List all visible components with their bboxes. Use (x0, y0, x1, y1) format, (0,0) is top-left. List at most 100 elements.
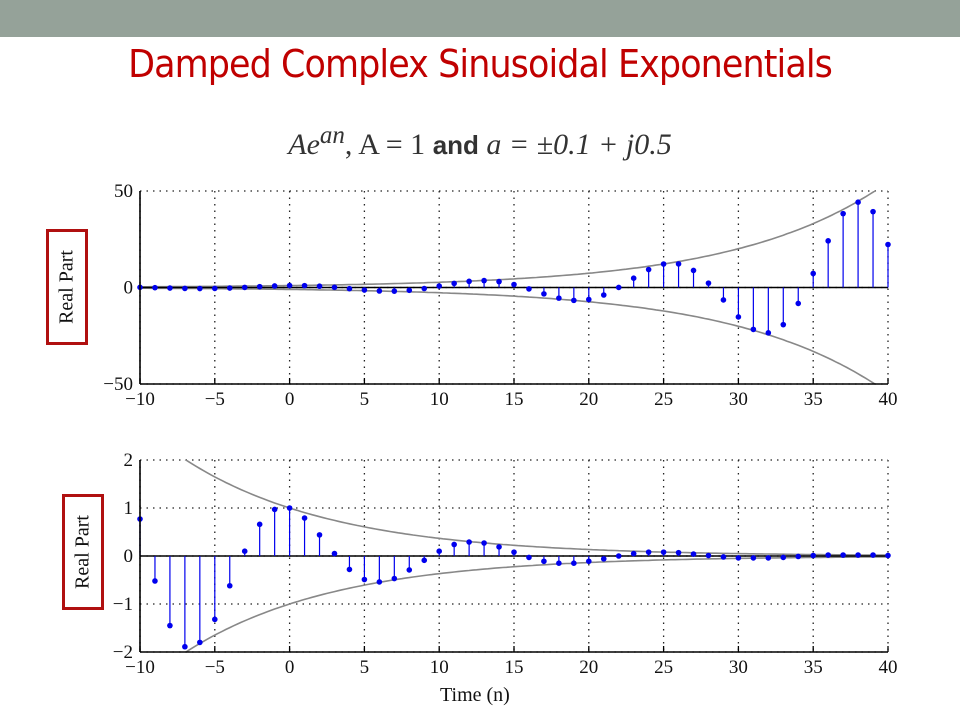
stem-marker (256, 521, 263, 528)
stem-marker (241, 548, 248, 554)
y-tick-label: 0 (124, 546, 134, 567)
stem-marker (256, 283, 263, 290)
stem-marker (705, 552, 712, 559)
stem-marker (675, 549, 682, 556)
stem-marker (780, 554, 787, 561)
stem-marker (511, 549, 517, 555)
lower-envelope (184, 556, 888, 652)
stem-marker (840, 210, 846, 217)
stem-marker (376, 579, 383, 585)
stem-marker (541, 291, 547, 297)
stem-marker (331, 284, 338, 291)
stem-marker (301, 515, 308, 521)
x-tick-label: 10 (430, 389, 449, 410)
stem-marker (750, 326, 757, 333)
x-tick-label: 5 (360, 389, 370, 410)
y-tick-label: −1 (113, 594, 133, 615)
stem-marker (660, 261, 667, 267)
stem-marker (630, 275, 637, 281)
stem-marker (541, 558, 547, 565)
y-tick-label: 2 (124, 450, 134, 471)
x-tick-label: 30 (729, 657, 748, 678)
stem-marker (660, 549, 667, 555)
stem-marker (316, 283, 323, 290)
stem-marker (436, 548, 443, 554)
x-axis-label: Time (n) (440, 684, 510, 706)
stem-marker (496, 544, 502, 550)
top-ylabel-box: Real Part (46, 229, 88, 345)
stem-marker (406, 287, 413, 294)
upper-envelope (184, 460, 888, 556)
stem-marker (286, 282, 293, 289)
stem-marker (885, 552, 891, 559)
stem-marker (556, 560, 562, 566)
stem-marker (870, 208, 876, 215)
y-tick-label: −2 (113, 642, 133, 663)
stem-marker (586, 558, 592, 565)
stem-marker (571, 560, 577, 566)
stem-marker (241, 284, 248, 291)
stem-marker (152, 284, 158, 291)
stem-marker (571, 297, 577, 304)
stem-marker (855, 199, 861, 205)
stem-marker (720, 554, 727, 560)
stem-marker (226, 285, 233, 291)
stem-marker (615, 284, 622, 291)
x-tick-label: 25 (654, 389, 673, 410)
x-tick-label: 20 (579, 657, 598, 678)
stem-marker (870, 552, 876, 558)
stem-marker (226, 582, 233, 589)
stem-marker (511, 281, 517, 288)
stem-marker (600, 292, 607, 298)
formula-part2: , A = 1 (344, 128, 433, 161)
stem-marker (466, 539, 472, 545)
stem-marker (152, 578, 158, 584)
stem-marker (810, 552, 816, 559)
stem-marker (825, 552, 831, 558)
stem-marker (600, 556, 607, 562)
stem-marker (167, 285, 173, 291)
x-tick-label: 40 (879, 657, 898, 678)
x-tick-label: −5 (205, 657, 225, 678)
stem-marker (197, 285, 203, 292)
y-tick-label: −50 (103, 374, 133, 395)
stem-marker (361, 576, 368, 583)
x-tick-label: 35 (804, 657, 823, 678)
stem-marker (630, 550, 637, 557)
stem-marker (271, 506, 278, 513)
stem-marker (197, 639, 203, 646)
formula-and: and (432, 130, 479, 160)
y-tick-label: 0 (124, 278, 134, 299)
stem-marker (690, 267, 697, 274)
stem-marker (765, 330, 772, 336)
stem-marker (750, 555, 757, 561)
stem-marker (436, 283, 443, 289)
stem-marker (795, 300, 802, 307)
stem-marker (391, 288, 398, 294)
bottom-ylabel-box: Real Part (62, 494, 104, 610)
stem-marker (466, 278, 472, 285)
slide-title: Damped Complex Sinusoidal Exponentials (128, 42, 833, 86)
stem-marker (765, 555, 772, 561)
stem-marker (346, 566, 353, 573)
stem-marker (586, 296, 592, 303)
stem-marker (316, 532, 323, 538)
stem-marker (675, 261, 682, 267)
stem-marker (331, 550, 338, 557)
stem-marker (421, 285, 428, 292)
stem-marker (496, 278, 502, 285)
stem-marker (705, 280, 712, 286)
stem-marker (735, 555, 742, 561)
y-tick-label: 1 (124, 498, 134, 519)
stem-marker (451, 280, 457, 287)
stem-marker (361, 287, 368, 293)
stem-marker (271, 283, 278, 289)
formula-part3: a = ±0.1 + j0.5 (478, 128, 672, 161)
stem-marker (376, 288, 383, 294)
x-tick-label: 10 (430, 657, 449, 678)
x-tick-label: 40 (879, 389, 898, 410)
y-tick-label: 50 (114, 181, 133, 202)
stem-marker (556, 295, 562, 301)
stem-marker (212, 285, 218, 292)
